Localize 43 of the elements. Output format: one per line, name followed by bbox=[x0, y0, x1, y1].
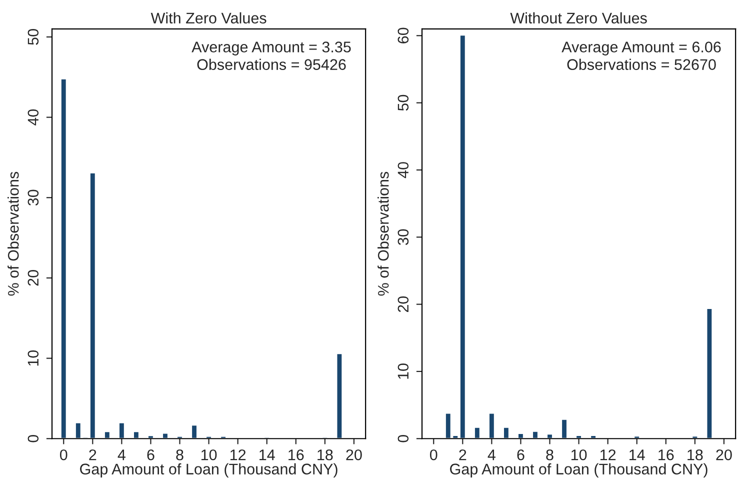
y-tick-label: 20 bbox=[28, 270, 39, 286]
x-tick-label: 8 bbox=[176, 449, 184, 460]
chart-title: Without Zero Values bbox=[510, 12, 647, 24]
x-tick-label: 6 bbox=[147, 449, 154, 460]
y-tick-label: 50 bbox=[28, 29, 39, 45]
y-tick-label: 30 bbox=[398, 229, 409, 246]
chart-title: With Zero Values bbox=[150, 12, 266, 24]
x-tick-label: 0 bbox=[60, 449, 68, 460]
x-axis-title: Gap Amount of Loan (Thousand CNY) bbox=[80, 463, 338, 478]
x-tick-label: 12 bbox=[230, 449, 246, 460]
y-axis-title: % of Observations bbox=[378, 172, 389, 296]
annotation: Average Amount = 6.06 Observations = 52670 bbox=[562, 42, 721, 70]
x-tick-label: 12 bbox=[600, 449, 616, 460]
y-axis-title: % of Observations bbox=[8, 172, 19, 296]
y-tick-label: 10 bbox=[398, 364, 409, 379]
x-tick-label: 16 bbox=[658, 449, 674, 460]
x-tick-label: 2 bbox=[459, 449, 466, 460]
x-tick-label: 4 bbox=[118, 450, 126, 460]
x-tick-label: 14 bbox=[260, 450, 275, 460]
x-tick-label: 14 bbox=[630, 450, 645, 460]
y-tick-label: 40 bbox=[28, 109, 39, 126]
x-axis-title: Gap Amount of Loan (Thousand CNY) bbox=[450, 463, 708, 478]
y-tick-label: 0 bbox=[398, 434, 409, 442]
x-tick-label: 20 bbox=[346, 449, 362, 460]
y-tick-label: 40 bbox=[398, 162, 409, 178]
x-tick-label: 0 bbox=[430, 449, 438, 460]
x-tick-label: 4 bbox=[488, 450, 496, 460]
x-tick-label: 10 bbox=[571, 449, 587, 460]
y-tick-label: 60 bbox=[398, 28, 409, 44]
annotation: Average Amount = 3.35 Observations = 95426 bbox=[192, 42, 351, 70]
x-tick-label: 10 bbox=[201, 449, 217, 460]
y-tick-label: 0 bbox=[28, 434, 39, 442]
y-tick-label: 20 bbox=[398, 296, 409, 312]
x-tick-label: 18 bbox=[318, 449, 333, 460]
y-tick-label: 30 bbox=[28, 190, 39, 206]
y-tick-label: 50 bbox=[398, 94, 409, 111]
x-tick-label: 20 bbox=[716, 449, 732, 460]
x-tick-label: 6 bbox=[517, 449, 524, 460]
x-tick-label: 8 bbox=[546, 449, 554, 460]
x-tick-label: 16 bbox=[288, 449, 304, 460]
x-tick-label: 2 bbox=[89, 449, 96, 460]
y-tick-label: 10 bbox=[28, 350, 39, 366]
x-tick-label: 18 bbox=[688, 449, 703, 460]
